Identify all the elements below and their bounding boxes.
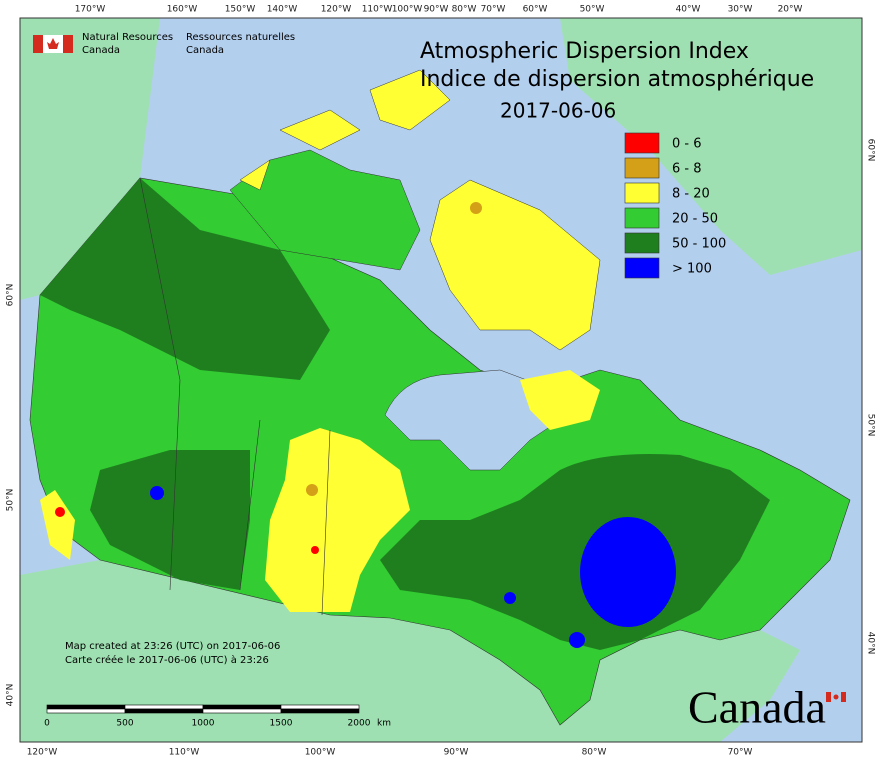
legend-label: 0 - 6 [672,137,702,152]
title-date: 2017-06-06 [500,99,616,123]
org-en: Natural Resources [82,32,173,43]
legend: 0 - 6 6 - 8 8 - 20 20 - 50 50 - 100 > 100 [624,132,726,279]
scale-label: 500 [116,719,133,729]
lon-label: 140°W [267,5,298,15]
scale-label: 1500 [270,719,293,729]
lon-label: 100°W [392,5,423,15]
lon-label: 30°W [728,5,753,15]
zone-red [55,507,65,517]
scale-label: 1000 [192,719,215,729]
flag-bar [841,692,846,702]
scale-label: 0 [44,719,50,729]
alaska [20,18,160,300]
scale-segment [202,708,282,714]
canada-wordmark: Canada [688,682,826,733]
lon-label: 120°W [321,5,352,15]
scale-label: 2000 [348,719,371,729]
maple-leaf [47,38,59,49]
lon-label: 80°W [452,5,477,15]
lat-label: 50°N [866,414,876,437]
united-states [20,560,800,742]
lon-label: 100°W [305,748,336,758]
province-border [139,177,331,616]
scale-bar: 0 500 1000 1500 2000 km [44,704,391,729]
lon-label: 40°W [676,5,701,15]
org-fr: Ressources naturelles [186,32,295,43]
scale-segment [124,704,204,710]
lon-label: 120°W [27,748,58,758]
graticule-labels: 170°W 160°W 150°W 140°W 120°W 110°W 100°W 90°W 8… [6,5,876,758]
scale-segment [46,704,126,710]
zone-prairies [265,428,410,612]
zone-blue [150,486,164,500]
legend-label: 20 - 50 [672,212,718,227]
zone-blue [569,632,585,648]
scale-segment [280,704,360,710]
flag-bar [63,35,73,53]
title-fr: Indice de dispersion atmosphérique [420,67,814,92]
baffin-island [429,179,601,351]
zone-orange [306,484,318,496]
lon-label: 20°W [778,5,803,15]
legend-swatch [624,182,660,204]
hudson-bay [384,369,561,471]
legend-swatch [624,132,660,154]
basemap [20,18,862,742]
lat-label: 50°N [6,489,16,512]
title-en: Atmospheric Dispersion Index [420,39,749,64]
flag-bar [33,35,43,53]
lon-label: 90°W [444,748,469,758]
zone-red [311,546,319,554]
scale-segment [202,704,282,710]
lon-label: 80°W [582,748,607,758]
legend-swatch [624,207,660,229]
nrcan-logo: Natural Resources Canada Ressources natu… [33,32,295,56]
high-arctic [239,69,451,191]
zone-ungava [520,370,600,430]
lon-label: 90°W [424,5,449,15]
legend-label: 8 - 20 [672,187,710,202]
zone-west [90,450,250,590]
legend-swatch [624,232,660,254]
maple-leaf [833,694,839,700]
zone-bc-coast [40,490,75,560]
lon-label: 110°W [362,5,393,15]
lon-label: 150°W [225,5,256,15]
scale-unit: km [377,719,391,729]
scale-segment [280,708,360,714]
org-en: Canada [82,45,120,56]
note: Carte créée le 2017-06-06 (UTC) à 23:26 [65,654,269,666]
note: Map created at 23:26 (UTC) on 2017-06-06 [65,641,280,652]
wordmark: Canada [688,682,846,733]
lon-label: 70°W [728,748,753,758]
org-fr: Canada [186,45,224,56]
greenland [560,18,862,275]
lon-label: 60°W [523,5,548,15]
lat-label: 40°N [866,632,876,655]
zone-east [380,454,770,650]
arctic-islands [229,149,421,271]
legend-swatch [624,157,660,179]
legend-label: 50 - 100 [672,237,726,252]
lat-label: 40°N [6,684,16,707]
zone-north-west [40,178,330,380]
lon-label: 110°W [169,748,200,758]
zone-blue [504,592,516,604]
map-frame [19,17,863,743]
lon-label: 160°W [167,5,198,15]
lat-label: 60°N [6,284,16,307]
zone-orange [470,202,482,214]
lat-label: 60°N [866,139,876,162]
lon-label: 70°W [481,5,506,15]
lon-label: 50°W [580,5,605,15]
zone-quebec [580,517,676,627]
scale-segment [124,708,204,714]
legend-label: > 100 [672,262,712,277]
lon-label: 170°W [75,5,106,15]
scale-segment [46,708,126,714]
legend-swatch [624,257,660,279]
legend-label: 6 - 8 [672,162,702,177]
flag-bar [826,692,831,702]
